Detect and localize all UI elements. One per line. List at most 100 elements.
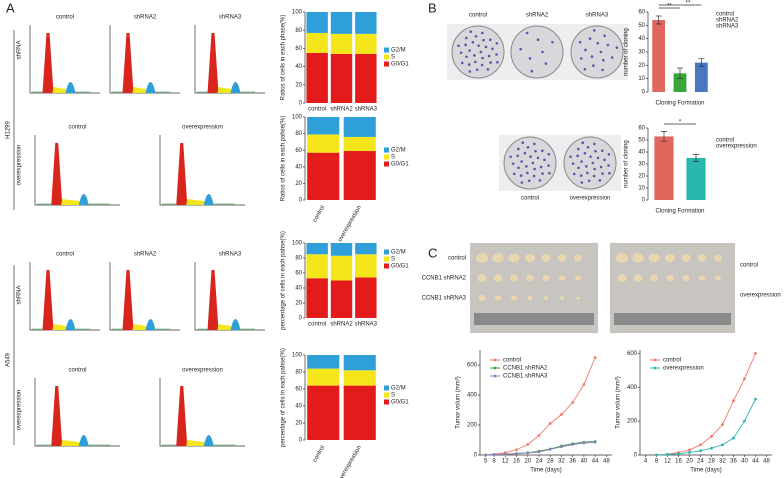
panel-label: A xyxy=(6,0,15,15)
colony xyxy=(489,38,492,42)
colony xyxy=(471,40,475,44)
x-tick-label: 28 xyxy=(708,459,715,465)
y-axis-label: number of cloning xyxy=(624,28,630,76)
plate xyxy=(570,25,624,79)
line xyxy=(656,353,756,456)
plate-label: overexpression xyxy=(570,196,611,202)
x-tick-label: 40 xyxy=(581,459,588,465)
colony xyxy=(519,174,523,177)
legend-label: G2/M xyxy=(391,148,406,154)
tumor xyxy=(715,275,721,281)
tumor xyxy=(681,254,691,262)
x-tick-label: 32 xyxy=(719,459,726,465)
point xyxy=(699,449,702,453)
colony xyxy=(487,54,491,58)
y-tick-label: 0 xyxy=(299,101,303,107)
colony xyxy=(601,68,604,72)
tumor xyxy=(558,275,566,281)
plate-label: shRNA2 xyxy=(526,13,549,19)
colony xyxy=(465,55,468,59)
colony xyxy=(482,38,485,42)
y-tick-label: 80 xyxy=(295,28,302,34)
s-phase xyxy=(61,440,82,446)
colony xyxy=(588,37,592,40)
g2-peak xyxy=(65,82,76,93)
colony xyxy=(578,40,582,44)
colony xyxy=(528,57,532,60)
y-tick-label: 20 xyxy=(638,174,645,180)
tumor xyxy=(477,274,487,282)
bar-segment xyxy=(343,355,376,371)
colony xyxy=(532,174,536,178)
colony xyxy=(531,161,535,165)
x-tick-label: shRNA2 xyxy=(330,107,353,113)
point xyxy=(571,443,575,446)
tumor xyxy=(713,254,723,262)
colony xyxy=(467,63,471,66)
bar xyxy=(673,73,687,92)
y-axis-label: Tumor volum (mm³) xyxy=(456,376,462,428)
colony xyxy=(516,154,519,158)
legend-label: control xyxy=(716,12,734,18)
bar-segment xyxy=(330,280,353,318)
legend-swatch xyxy=(493,374,497,378)
y-tick-label: 100 xyxy=(292,10,303,16)
x-tick-label: control xyxy=(312,205,326,224)
colony xyxy=(533,142,536,146)
y-tick-label: 30 xyxy=(638,50,645,56)
tumor xyxy=(543,296,549,300)
colony xyxy=(517,147,520,151)
plate-label: control xyxy=(469,13,487,19)
colony xyxy=(603,158,606,162)
bar-segment xyxy=(307,368,340,386)
y-tick-label: 30 xyxy=(638,162,645,168)
colony xyxy=(495,53,498,56)
colony xyxy=(530,69,534,73)
colony xyxy=(520,181,524,184)
s-phase xyxy=(217,324,234,330)
y-tick-label: 80 xyxy=(295,256,302,262)
g2-peak xyxy=(78,194,89,205)
ruler xyxy=(474,313,594,325)
colony xyxy=(579,57,583,60)
colony xyxy=(580,181,584,184)
colony xyxy=(533,167,536,171)
tumor xyxy=(511,295,517,301)
point xyxy=(560,413,563,416)
y-tick-label: 10 xyxy=(638,186,645,192)
colony xyxy=(511,162,515,165)
group-label: shRNA xyxy=(17,40,23,59)
tumor-label: control xyxy=(740,263,758,269)
colony xyxy=(457,44,460,48)
legend-swatch xyxy=(384,385,389,391)
colony xyxy=(473,54,476,57)
g1-peak xyxy=(207,270,219,330)
legend-swatch xyxy=(384,392,389,398)
legend-label: CCNB1 shRNA2 xyxy=(503,366,548,372)
colony xyxy=(610,56,614,59)
point xyxy=(582,441,586,445)
y-axis-label: Ratios of cells in each phase(%) xyxy=(281,15,287,101)
bar-segment xyxy=(307,385,340,440)
tumor-label: CCNB1 shRNA2 xyxy=(422,276,467,282)
point xyxy=(655,453,658,457)
x-tick-label: 4 xyxy=(644,459,648,465)
bar-segment xyxy=(307,355,340,369)
legend-label: S xyxy=(391,55,395,61)
bar-segment xyxy=(343,136,376,152)
x-tick-label: 12 xyxy=(502,459,509,465)
legend-swatch xyxy=(653,366,657,370)
colony xyxy=(592,174,596,178)
tumor xyxy=(493,274,503,282)
tumor xyxy=(632,253,644,263)
x-tick-label: 16 xyxy=(675,459,682,465)
y-tick-label: 60 xyxy=(295,46,302,52)
y-axis-label: percentage of cells in each pahse(%) xyxy=(281,231,287,330)
colony xyxy=(523,151,527,155)
y-tick-label: 20 xyxy=(295,82,302,88)
colony xyxy=(541,149,544,153)
tumor xyxy=(633,274,643,282)
colony xyxy=(459,51,463,54)
tumor xyxy=(664,253,676,263)
legend-label: overexpression xyxy=(716,144,757,150)
